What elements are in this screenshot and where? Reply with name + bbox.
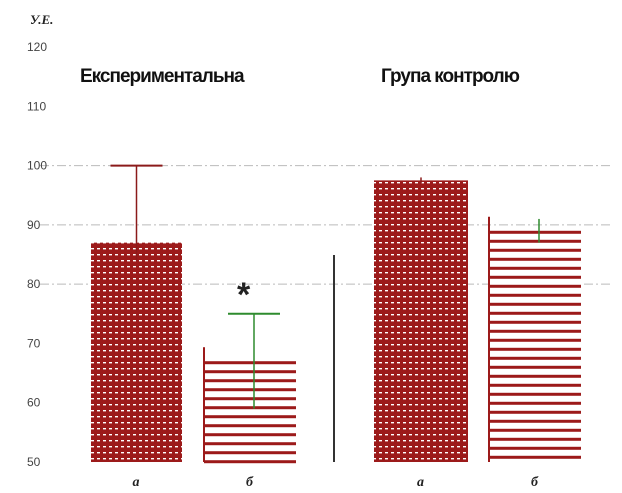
y-tick-label: 100 — [27, 159, 47, 173]
bar-stripe — [204, 361, 296, 365]
y-tick-label: 110 — [27, 99, 46, 113]
bar-stripe — [489, 311, 581, 315]
bar-stripe — [489, 239, 581, 243]
bar-stripe — [489, 428, 581, 432]
bar-stripe — [489, 230, 581, 234]
bar-б-1: * — [203, 276, 296, 464]
bar-stripe — [204, 397, 296, 401]
group-titles: Експериментальна Група контролю — [80, 66, 521, 87]
y-axis-label: У.Е. — [30, 12, 53, 27]
category-label: б — [531, 475, 539, 490]
bar-stripe — [489, 401, 581, 405]
bar-stripe — [489, 356, 581, 360]
y-axis-ticks: 50 60 70 80 90 100 110 120 — [27, 40, 47, 469]
bar-stripe — [489, 410, 581, 414]
bar-stripe — [204, 424, 296, 428]
bar-stripe — [489, 383, 581, 387]
group-title: Експериментальна — [80, 66, 245, 87]
bar-stripe — [489, 365, 581, 369]
bar-stripe — [489, 266, 581, 270]
y-tick-label: 50 — [27, 455, 41, 469]
y-tick-label: 90 — [27, 218, 41, 232]
bar-а-2 — [374, 177, 468, 462]
bar-stripe — [204, 460, 296, 464]
bar-stripe — [489, 347, 581, 351]
y-tick-label: 70 — [27, 336, 41, 350]
bar-stripe — [489, 338, 581, 342]
bar-stripe — [204, 406, 296, 410]
bar-а-1 — [91, 164, 182, 462]
bar-stripe — [204, 442, 296, 446]
bars: * — [91, 164, 581, 464]
bar-stripe — [489, 293, 581, 297]
group-title: Група контролю — [381, 66, 520, 87]
bar-stripe — [489, 248, 581, 252]
y-tick-label: 120 — [27, 40, 47, 54]
bar-stripe — [204, 388, 296, 392]
bar-stripe — [489, 446, 581, 450]
bar-stripe — [489, 302, 581, 306]
bar — [489, 230, 581, 462]
category-label: б — [246, 475, 254, 490]
bar-stripe — [489, 320, 581, 324]
bar-stripe — [204, 451, 296, 455]
bar — [91, 242, 182, 462]
y-tick-label: 60 — [27, 396, 41, 410]
bar-stripe — [489, 437, 581, 441]
bar-stripe — [489, 275, 581, 279]
bar-stripe — [204, 370, 296, 374]
bar — [204, 361, 296, 462]
bar — [374, 180, 468, 462]
bar-stripe — [204, 433, 296, 437]
significance-marker: * — [237, 276, 251, 314]
bar-stripe — [489, 284, 581, 288]
bar-б-2 — [488, 216, 581, 462]
bar-stripe — [204, 379, 296, 383]
category-label: а — [133, 475, 140, 490]
bar-stripe — [489, 257, 581, 261]
bar-stripe — [489, 419, 581, 423]
bar-stripe — [489, 455, 581, 459]
bar-stripe — [489, 374, 581, 378]
category-label: а — [417, 475, 424, 490]
y-tick-label: 80 — [27, 277, 41, 291]
bar-stripe — [489, 329, 581, 333]
bar-stripe — [204, 415, 296, 419]
bar-stripe — [489, 392, 581, 396]
